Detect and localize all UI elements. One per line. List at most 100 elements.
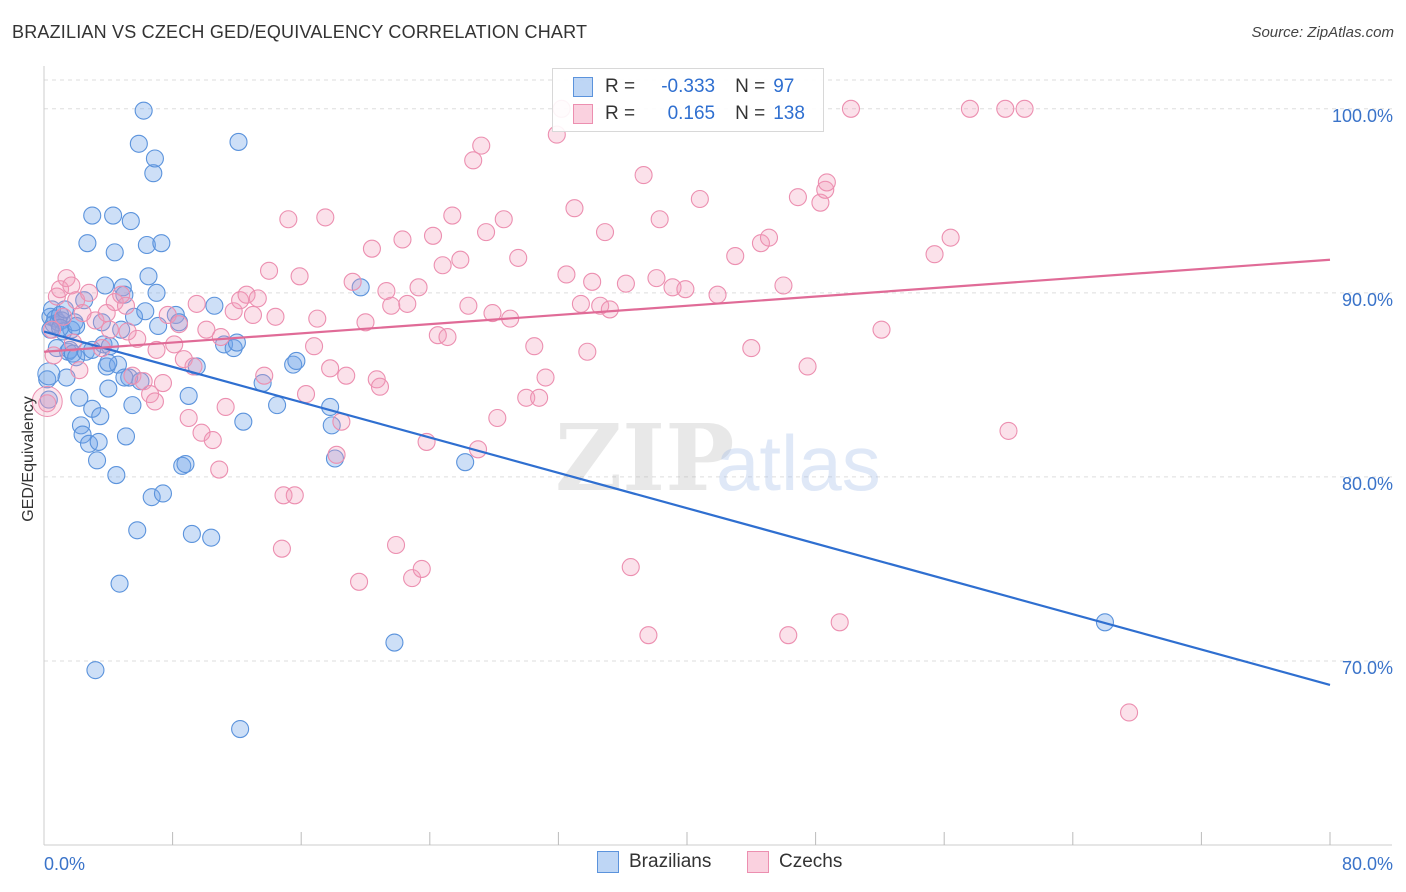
brazilian-point	[37, 362, 61, 386]
czech-point	[403, 569, 422, 588]
czech-point	[350, 572, 369, 591]
czech-point	[112, 285, 131, 304]
czech-point	[571, 294, 590, 313]
y-tick-label: 100.0%	[1332, 106, 1393, 126]
czech-point	[386, 535, 406, 555]
czech-point	[1015, 99, 1034, 118]
legend-row-czechs: R = 0.165 N = 138	[573, 101, 805, 127]
czech-point	[343, 272, 362, 291]
tick-labels: 70.0% 80.0% 90.0% 100.0% 0.0% 80.0% GED/Equiva…	[20, 106, 1393, 874]
brazilian-point	[176, 454, 195, 474]
czech-point	[147, 340, 166, 359]
czech-point	[759, 228, 779, 247]
czech-point	[647, 269, 666, 288]
czech-point	[525, 337, 544, 356]
brazilian-point	[152, 234, 171, 253]
brazilian-point	[123, 396, 142, 415]
legend-label-czechs: Czechs	[779, 851, 843, 872]
brazilian-point	[139, 267, 158, 286]
czech-point	[197, 320, 216, 339]
czech-point	[237, 285, 256, 304]
czech-point	[742, 339, 761, 358]
czech-point	[308, 309, 327, 328]
brazilian-point	[73, 425, 92, 444]
czech-point	[634, 166, 653, 185]
czech-point	[216, 397, 235, 417]
czech-point	[423, 226, 443, 245]
brazilian-point	[71, 416, 91, 435]
brazilian-point	[385, 633, 404, 652]
legend-r-label: R =	[605, 103, 636, 124]
czech-point	[187, 294, 206, 313]
brazilian-point	[96, 276, 115, 295]
czech-point	[872, 320, 891, 339]
brazilian-point	[182, 524, 201, 544]
brazilian-point	[99, 379, 118, 398]
x-tick-label: 0.0%	[44, 854, 85, 874]
brazilian-point	[137, 235, 156, 255]
brazilian-point	[153, 484, 173, 503]
czech-point	[123, 366, 142, 385]
czech-point	[433, 256, 452, 275]
czechs-trend-line	[43, 258, 1331, 353]
brazilian-point	[322, 416, 341, 435]
czechs-points	[31, 99, 1139, 722]
brazilian-point	[231, 719, 250, 739]
trend-lines	[43, 258, 1331, 686]
czech-point	[393, 230, 412, 249]
czech-point	[382, 296, 401, 315]
watermark-atlas: atlas	[716, 419, 881, 507]
brazilians-points	[37, 101, 1114, 739]
czech-point	[305, 337, 324, 356]
legend-label-brazilians: Brazilians	[629, 851, 712, 872]
brazilian-point	[134, 101, 153, 120]
brazilian-point	[129, 134, 148, 153]
legend-item-brazilians[interactable]: Brazilians	[597, 851, 711, 873]
x-tick-label: 80.0%	[1342, 854, 1393, 874]
czech-point	[788, 188, 807, 207]
czech-point	[459, 296, 478, 315]
source-note: Source: ZipAtlas.com	[1251, 24, 1394, 41]
czech-point	[639, 626, 658, 645]
czech-point	[174, 350, 193, 369]
brazilian-point	[173, 456, 192, 475]
brazilian-point	[70, 388, 89, 407]
legend-item-czechs[interactable]: Czechs	[747, 851, 842, 873]
czech-point	[676, 280, 695, 299]
czech-point	[153, 373, 173, 393]
legend-r-value: 0.165	[667, 103, 716, 124]
czech-point	[494, 210, 513, 229]
czech-point	[621, 558, 640, 577]
czech-point	[595, 223, 615, 242]
legend-r-value: -0.333	[661, 76, 716, 97]
brazilian-point	[147, 283, 166, 302]
czech-point	[290, 267, 309, 286]
czech-point	[583, 272, 602, 291]
czech-point	[211, 327, 230, 347]
legend-swatch-czechs	[747, 851, 769, 873]
czech-point	[941, 228, 960, 247]
czech-point	[31, 385, 63, 417]
czech-point	[327, 445, 346, 464]
czech-point	[356, 313, 375, 332]
brazilian-point	[121, 212, 140, 231]
brazilian-point	[83, 206, 102, 225]
brazilian-point	[202, 528, 221, 547]
czech-point	[412, 559, 431, 578]
czech-point	[203, 431, 222, 450]
czech-point	[438, 327, 457, 347]
brazilian-point	[268, 396, 287, 415]
czech-point	[116, 296, 136, 315]
y-tick-label: 90.0%	[1342, 290, 1393, 310]
czech-point	[616, 274, 635, 293]
czech-point	[192, 423, 211, 442]
czech-point	[600, 300, 619, 319]
y-axis-title: GED/Equivalency	[20, 396, 37, 521]
brazilian-point	[104, 206, 123, 225]
czech-point	[536, 368, 555, 387]
czech-point	[321, 359, 340, 378]
czech-point	[62, 276, 81, 295]
brazilian-point	[287, 351, 306, 371]
brazilian-point	[120, 368, 139, 387]
czech-point	[517, 388, 536, 407]
